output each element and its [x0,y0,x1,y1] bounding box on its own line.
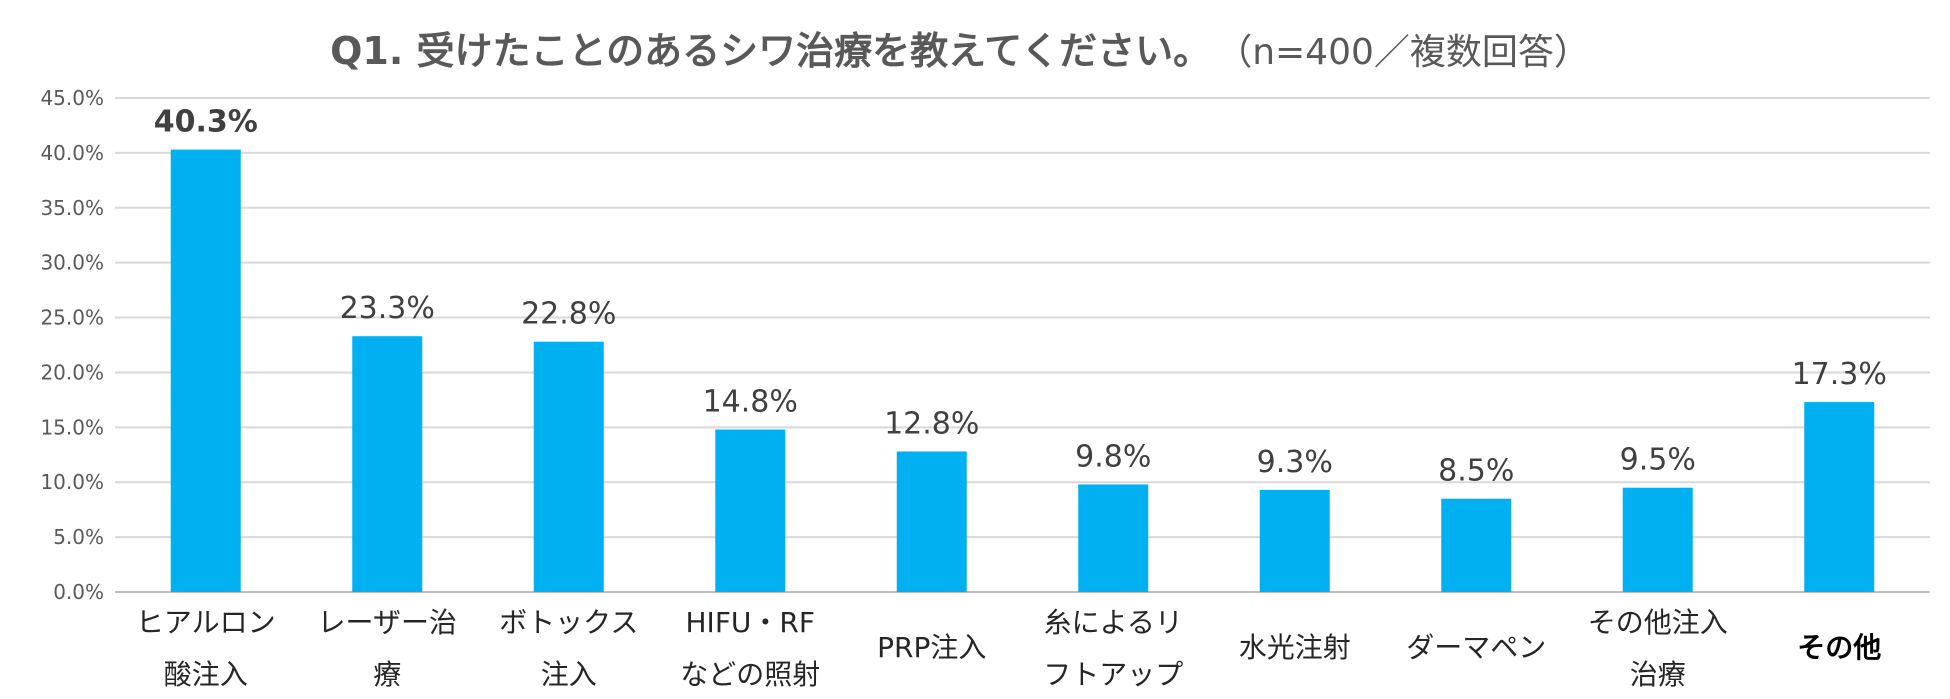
data-label: 22.8% [521,297,616,332]
y-tick-label: 25.0% [40,306,104,330]
bar [170,149,241,592]
bars [170,149,1875,592]
bar [1259,489,1330,592]
y-tick-label: 15.0% [40,415,104,439]
y-tick-label: 10.0% [40,470,104,494]
y-tick-label: 35.0% [40,196,104,220]
bar [1441,498,1512,592]
data-label: 17.3% [1792,357,1887,392]
category-label: ボトックス [499,606,638,639]
bar [896,451,967,592]
data-labels: 40.3% 23.3% 22.8% 14.8% 12.8% 9.8% 9.3% 8.5% 9.5… [154,105,1887,489]
category-label: 酸注入 [164,658,248,691]
category-label: ヒアルロン [136,606,276,639]
category-label: などの照射 [680,658,820,691]
category-label: HIFU・RF [686,606,815,639]
y-axis-tick-labels: 0.0% 5.0% 10.0% 15.0% 20.0% 25.0% 30.0% 35.0% 40… [40,86,104,604]
y-tick-label: 40.0% [40,141,104,165]
chart-subtitle: （n=400／複数回答） [1216,32,1590,73]
data-label: 9.3% [1257,445,1333,480]
category-label: 注入 [541,658,597,691]
category-label: レーザー治 [318,606,457,639]
bar [1804,402,1875,592]
data-label: 9.5% [1620,443,1696,478]
chart-title: Q1. 受けたことのあるシワ治療を教えてください。 （n=400／複数回答） [330,29,1590,73]
bar [1622,487,1693,592]
category-label: 糸によるリ [1044,606,1183,639]
category-label: 水光注射 [1239,631,1351,664]
category-label: その他 [1797,631,1881,664]
data-label: 12.8% [884,406,979,441]
chart-title-main: Q1. 受けたことのあるシワ治療を教えてください。 [330,29,1211,73]
y-tick-label: 5.0% [53,525,104,549]
category-label: フトアップ [1043,658,1183,691]
category-label: ダーマペン [1406,631,1546,664]
y-tick-label: 20.0% [40,360,104,384]
y-tick-label: 0.0% [53,580,104,604]
category-label: PRP注入 [877,631,986,664]
category-label: 治療 [1630,658,1686,691]
bar [352,336,423,592]
bar [715,429,786,592]
category-label: その他注入 [1588,606,1728,639]
y-tick-label: 30.0% [40,251,104,275]
data-label: 23.3% [340,291,435,326]
bar [1078,484,1149,592]
data-label: 8.5% [1438,454,1514,489]
y-tick-label: 45.0% [40,86,104,110]
bar [533,341,604,592]
data-label: 14.8% [703,385,798,420]
data-label: 40.3% [154,105,258,140]
data-label: 9.8% [1075,439,1151,474]
category-label: 療 [373,658,401,691]
